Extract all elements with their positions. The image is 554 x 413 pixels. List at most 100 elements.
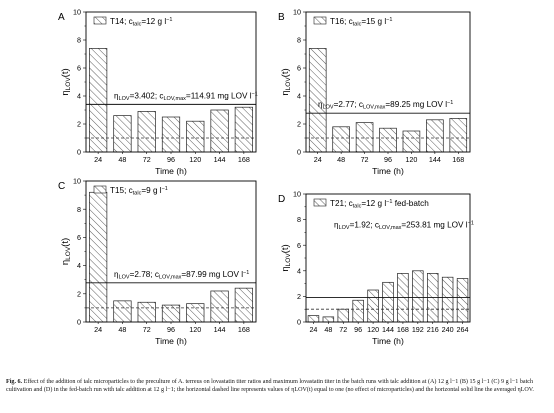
- panel-label: C: [58, 181, 65, 192]
- x-axis-title: Time (h): [155, 166, 187, 176]
- panel-label: B: [278, 12, 285, 23]
- bar: [307, 315, 320, 323]
- x-tick-label: 120: [405, 155, 417, 164]
- legend-text: T16; ctalc=15 g l−1: [330, 17, 392, 28]
- mean-annotation: ηLOV=2.78; cLOV,max=87.99 mg LOV l−1: [114, 270, 249, 281]
- x-tick-label: 192: [412, 325, 424, 334]
- legend-swatch: [313, 16, 327, 25]
- y-tick-label: 8: [297, 36, 301, 45]
- bar: [322, 316, 335, 323]
- x-tick-label: 48: [337, 155, 345, 164]
- x-tick-label: 72: [143, 325, 151, 334]
- mean-annotation: ηLOV=3.402; cLOV,max=114.91 mg LOV l−1: [114, 91, 258, 102]
- bar: [379, 127, 397, 153]
- x-tick-label: 144: [214, 155, 226, 164]
- legend-text: T14; ctalc=12 g l−1: [110, 17, 172, 28]
- x-tick-label: 48: [324, 325, 332, 334]
- y-tick-label: 6: [297, 241, 301, 250]
- x-tick-label: 168: [238, 155, 250, 164]
- x-tick-label: 96: [167, 155, 175, 164]
- bar: [382, 281, 394, 323]
- y-axis-title: ηLOV(t): [280, 68, 292, 95]
- plot-frame: [85, 180, 257, 323]
- bar: [186, 303, 205, 323]
- bar: [337, 308, 349, 323]
- bar: [186, 120, 205, 153]
- bar: [234, 287, 253, 323]
- bar: [89, 48, 108, 153]
- legend-swatch: [93, 16, 107, 25]
- x-tick-label: 168: [238, 325, 250, 334]
- bar: [161, 116, 181, 153]
- y-tick-label: 8: [77, 36, 81, 45]
- bar: [426, 119, 444, 153]
- y-tick-label: 0: [77, 148, 81, 157]
- panel-label: A: [58, 12, 65, 23]
- x-tick-label: 120: [189, 325, 201, 334]
- y-tick-label: 2: [77, 289, 81, 298]
- x-tick-label: 96: [354, 325, 362, 334]
- y-tick-label: 10: [73, 177, 81, 186]
- y-tick-label: 2: [297, 120, 301, 129]
- legend-swatch: [313, 198, 327, 207]
- bar: [456, 278, 469, 323]
- y-tick-label: 8: [297, 215, 301, 224]
- x-tick-label: 48: [118, 325, 126, 334]
- legend-text: T21; ctalc=12 g l−1 fed-batch: [330, 199, 429, 210]
- mean-annotation: ηLOV=1.92; cLOV,max=253.81 mg LOV l−1: [334, 220, 474, 231]
- x-tick-label: 168: [452, 155, 464, 164]
- y-tick-label: 6: [297, 64, 301, 73]
- x-tick-label: 144: [429, 155, 441, 164]
- mean-annotation: ηLOV=2.77; cLOV,max=89.25 mg LOV l−1: [318, 100, 453, 111]
- y-tick-label: 6: [77, 233, 81, 242]
- bar: [210, 109, 229, 153]
- bar: [137, 301, 156, 323]
- y-tick-label: 0: [297, 318, 301, 327]
- y-tick-label: 6: [77, 64, 81, 73]
- bar: [441, 276, 454, 323]
- caption-label: Fig. 6.: [6, 379, 23, 385]
- x-tick-label: 240: [442, 325, 454, 334]
- legend-swatch: [93, 185, 107, 194]
- bar: [412, 270, 424, 323]
- y-tick-label: 0: [297, 148, 301, 157]
- x-tick-label: 24: [309, 325, 317, 334]
- x-tick-label: 144: [382, 325, 394, 334]
- x-axis-title: Time (h): [155, 336, 187, 346]
- bar: [355, 122, 374, 153]
- bar: [367, 289, 379, 323]
- y-tick-label: 4: [297, 92, 301, 101]
- bar: [332, 126, 350, 153]
- x-tick-label: 120: [189, 155, 201, 164]
- y-tick-label: 10: [293, 8, 301, 17]
- x-tick-label: 96: [384, 155, 392, 164]
- panel-label: D: [278, 194, 285, 205]
- x-axis-title: Time (h): [372, 336, 404, 346]
- bar: [402, 130, 421, 153]
- x-tick-label: 48: [118, 155, 126, 164]
- bar: [210, 290, 229, 323]
- x-tick-label: 264: [457, 325, 469, 334]
- bar: [352, 299, 364, 323]
- x-tick-label: 120: [367, 325, 379, 334]
- y-tick-label: 10: [73, 8, 81, 17]
- x-tick-label: 24: [94, 155, 102, 164]
- y-axis-title: ηLOV(t): [60, 238, 72, 265]
- x-tick-label: 216: [427, 325, 439, 334]
- x-tick-label: 72: [143, 155, 151, 164]
- y-tick-label: 8: [77, 205, 81, 214]
- y-tick-label: 4: [297, 266, 301, 275]
- x-tick-label: 72: [361, 155, 369, 164]
- x-tick-label: 72: [339, 325, 347, 334]
- caption-text: Effect of the addition of talc micropart…: [6, 379, 534, 394]
- y-axis-title: ηLOV(t): [280, 244, 292, 271]
- figure-caption: Fig. 6. Effect of the addition of talc m…: [6, 378, 548, 394]
- x-tick-label: 96: [167, 325, 175, 334]
- bar: [449, 118, 468, 153]
- bar: [234, 106, 253, 153]
- y-tick-label: 4: [77, 92, 81, 101]
